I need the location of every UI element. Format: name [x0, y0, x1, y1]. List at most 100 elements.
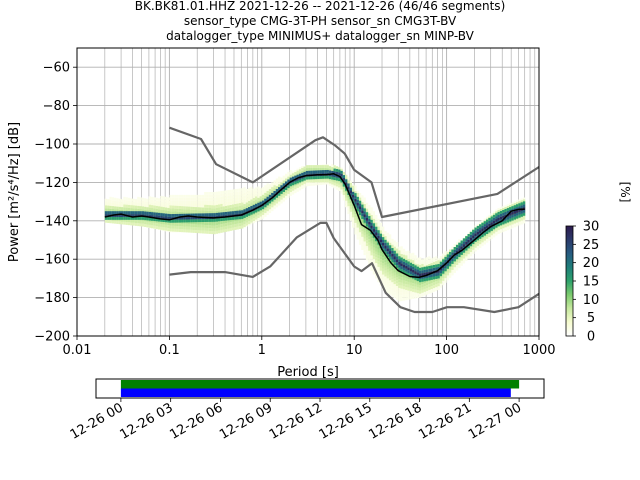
heatmap-cell	[181, 229, 184, 233]
heatmap-cell	[400, 277, 403, 280]
heatmap-cell	[340, 173, 343, 177]
heatmap-cell	[439, 255, 443, 259]
heatmap-cell	[275, 189, 279, 192]
heatmap-cell	[504, 207, 507, 210]
heatmap-cell	[363, 240, 366, 244]
heatmap-cell	[201, 221, 205, 225]
heatmap-cell	[368, 205, 371, 208]
heatmap-cell	[382, 226, 385, 230]
heatmap-cell	[379, 225, 383, 229]
heatmap-cell	[446, 274, 450, 278]
heatmap-cell	[241, 219, 244, 223]
heatmap-cell	[400, 292, 403, 296]
heatmap-cell	[518, 206, 521, 210]
heatmap-cell	[449, 260, 452, 264]
heatmap-cell	[388, 248, 392, 252]
heatmap-cell	[361, 241, 364, 245]
heatmap-cell	[398, 256, 401, 260]
heatmap-cell	[282, 191, 285, 195]
heatmap-cell	[375, 248, 378, 252]
heatmap-cell	[123, 207, 126, 211]
heatmap-cell	[229, 207, 232, 211]
heatmap-cell	[335, 183, 339, 187]
heatmap-cell	[287, 194, 290, 198]
heatmap-cell	[398, 246, 401, 250]
heatmap-cell	[155, 212, 158, 216]
heatmap-cell	[506, 210, 510, 214]
heatmap-cell	[220, 206, 223, 210]
heatmap-cell	[368, 230, 371, 234]
heatmap-cell	[476, 243, 480, 246]
heatmap-cell	[287, 188, 290, 192]
heatmap-cell	[301, 170, 304, 174]
heatmap-cell	[137, 211, 140, 215]
heatmap-cell	[435, 284, 438, 288]
heatmap-cell	[333, 182, 336, 186]
heatmap-cell	[435, 256, 438, 260]
y-tick-label: −200	[34, 330, 70, 345]
heatmap-cell	[437, 266, 440, 270]
heatmap-cell	[199, 230, 202, 234]
heatmap-cell	[183, 206, 186, 210]
heatmap-cell	[178, 194, 182, 198]
heatmap-cell	[407, 256, 410, 260]
heatmap-cell	[442, 277, 445, 281]
heatmap-cell	[224, 205, 228, 209]
heatmap-cell	[218, 204, 221, 208]
heatmap-cell	[358, 192, 362, 196]
heatmap-cell	[386, 245, 389, 249]
heatmap-cell	[365, 228, 369, 232]
heatmap-cell	[342, 194, 346, 198]
heatmap-cell	[194, 224, 198, 228]
heatmap-cell	[446, 252, 450, 256]
heatmap-cell	[439, 273, 443, 277]
heatmap-cell	[130, 222, 133, 226]
heatmap-cell	[164, 227, 168, 231]
heatmap-cell	[120, 218, 124, 222]
heatmap-cell	[201, 213, 205, 217]
heatmap-cell	[169, 203, 172, 207]
heatmap-cell	[379, 259, 383, 263]
heatmap-cell	[169, 208, 172, 212]
heatmap-cell	[116, 209, 119, 213]
heatmap-cell	[393, 250, 396, 254]
heatmap-cell	[328, 180, 332, 184]
heatmap-cell	[257, 189, 260, 193]
heatmap-cell	[199, 227, 202, 231]
heatmap-cell	[208, 218, 212, 222]
heatmap-cell	[437, 283, 440, 287]
heatmap-cell	[146, 221, 149, 225]
heatmap-cell	[423, 280, 426, 284]
heatmap-cell	[347, 211, 350, 215]
heatmap-cell	[515, 215, 519, 219]
heatmap-cell	[469, 243, 473, 247]
heatmap-cell	[151, 217, 154, 221]
heatmap-cell	[379, 256, 383, 260]
heatmap-cell	[259, 210, 262, 214]
heatmap-cell	[412, 260, 415, 264]
heatmap-cell	[248, 199, 251, 203]
heatmap-cell	[382, 245, 385, 249]
heatmap-cell	[114, 220, 117, 224]
heatmap-cell	[386, 240, 389, 244]
heatmap-cell	[181, 216, 184, 220]
heatmap-cell	[347, 197, 350, 201]
heatmap-cell	[132, 214, 135, 217]
heatmap-cell	[386, 266, 389, 270]
heatmap-cell	[349, 212, 352, 216]
timeline-bar-0	[120, 380, 520, 389]
heatmap-cell	[405, 258, 408, 262]
heatmap-cell	[146, 214, 149, 218]
heatmap-cell	[222, 202, 225, 206]
heatmap-cell	[261, 190, 265, 193]
heatmap-cell	[349, 218, 352, 221]
heatmap-cell	[388, 234, 392, 238]
heatmap-cell	[282, 183, 285, 187]
heatmap-cell	[224, 190, 228, 194]
heatmap-cell	[363, 224, 366, 228]
heatmap-cell	[388, 291, 392, 295]
heatmap-cell	[148, 207, 152, 211]
heatmap-cell	[391, 273, 394, 277]
heatmap-cell	[190, 197, 193, 201]
heatmap-cell	[234, 200, 237, 204]
